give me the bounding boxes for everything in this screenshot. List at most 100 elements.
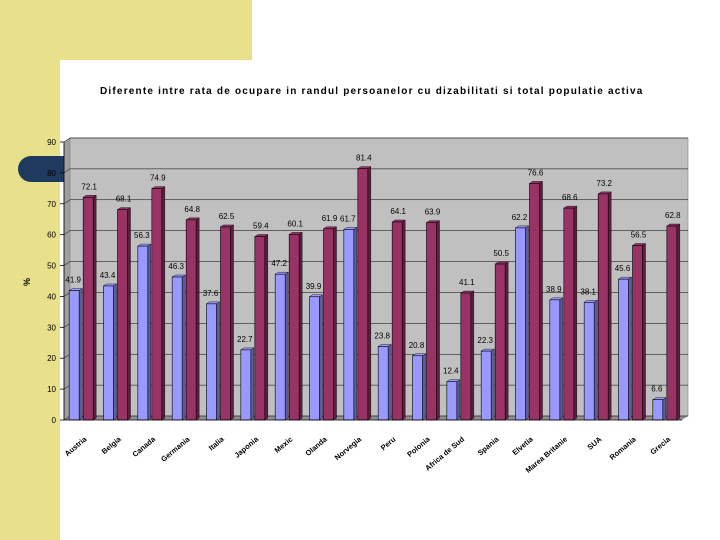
data-label: 46.3 bbox=[168, 262, 184, 271]
bar-side bbox=[401, 219, 406, 421]
bar-side bbox=[92, 194, 97, 421]
data-label: 23.8 bbox=[374, 331, 390, 340]
bar-side bbox=[593, 299, 598, 421]
bar-total bbox=[151, 188, 163, 421]
y-tick-label: 50 bbox=[47, 262, 56, 271]
data-label: 63.9 bbox=[425, 208, 441, 217]
bar-total bbox=[460, 292, 472, 421]
x-category-label: SUA bbox=[586, 434, 604, 451]
bar-disabled bbox=[206, 303, 217, 421]
x-category-label: Germania bbox=[159, 434, 192, 464]
x-category-label: Japonia bbox=[233, 434, 261, 460]
bar-total bbox=[563, 207, 575, 421]
bar-disabled bbox=[480, 350, 492, 421]
bar-total bbox=[529, 183, 540, 421]
data-label: 47.2 bbox=[271, 259, 287, 268]
bar-disabled bbox=[583, 302, 595, 421]
data-label: 38.9 bbox=[546, 285, 562, 294]
bar-side bbox=[422, 353, 426, 421]
bar-side bbox=[642, 243, 646, 421]
x-category-label: Italia bbox=[207, 434, 227, 452]
bar-disabled bbox=[618, 278, 629, 421]
data-label: 60.1 bbox=[287, 219, 303, 228]
data-label: 76.6 bbox=[528, 168, 544, 177]
bar-side bbox=[113, 283, 117, 421]
data-label: 62.2 bbox=[512, 213, 528, 222]
bar-side bbox=[573, 205, 578, 421]
bar-side bbox=[216, 301, 220, 421]
data-label: 59.4 bbox=[253, 222, 269, 231]
y-tick-label: 10 bbox=[47, 385, 56, 394]
bar-side bbox=[559, 297, 564, 421]
bar-total bbox=[632, 245, 643, 421]
bar-side bbox=[195, 217, 200, 421]
bar-side bbox=[525, 225, 529, 421]
bar-disabled bbox=[309, 296, 320, 421]
data-label: 64.8 bbox=[184, 205, 200, 214]
bar-total bbox=[185, 219, 197, 421]
data-label: 39.9 bbox=[306, 282, 322, 291]
bar-total bbox=[117, 209, 128, 421]
x-category-label: Peru bbox=[379, 434, 398, 452]
y-axis-title: % bbox=[22, 278, 32, 286]
y-tick-label: 30 bbox=[47, 323, 56, 332]
bar-total bbox=[323, 228, 334, 421]
bar-total bbox=[666, 225, 678, 421]
bar-side bbox=[387, 344, 392, 421]
data-label: 43.4 bbox=[100, 271, 116, 280]
x-category-label: Norvegia bbox=[333, 434, 364, 462]
data-label: 41.9 bbox=[65, 276, 81, 285]
gridline bbox=[63, 168, 688, 174]
bar-disabled bbox=[171, 276, 183, 421]
chart-title: Diferente intre rata de ocupare in randu… bbox=[100, 86, 644, 97]
data-label: 68.1 bbox=[116, 195, 132, 204]
y-tick-label: 80 bbox=[47, 169, 56, 178]
bar-side bbox=[436, 220, 440, 421]
bar-side bbox=[470, 290, 475, 421]
bar-disabled bbox=[343, 229, 355, 421]
data-label: 61.7 bbox=[340, 214, 356, 223]
y-tick-label: 0 bbox=[52, 416, 57, 425]
gridline bbox=[63, 261, 688, 266]
bar-disabled bbox=[446, 381, 458, 421]
data-label: 38.1 bbox=[580, 287, 596, 296]
bar-disabled bbox=[515, 227, 526, 421]
bar-side bbox=[333, 226, 337, 421]
data-label: 81.4 bbox=[356, 154, 372, 163]
y-tick-label: 20 bbox=[47, 354, 56, 363]
x-category-label: Polonia bbox=[405, 434, 432, 459]
y-tick-label: 60 bbox=[47, 231, 56, 240]
y-tick-label: 70 bbox=[47, 200, 56, 209]
bar-disabled bbox=[240, 349, 252, 421]
x-category-label: Austria bbox=[63, 434, 89, 458]
bar-side bbox=[298, 231, 303, 421]
data-label: 22.3 bbox=[477, 336, 493, 345]
data-label: 64.1 bbox=[390, 207, 406, 216]
data-label: 12.4 bbox=[443, 367, 459, 376]
bar-disabled bbox=[137, 245, 149, 421]
data-label: 56.5 bbox=[631, 230, 647, 239]
data-label: 62.8 bbox=[665, 211, 681, 220]
bar-side bbox=[127, 207, 131, 421]
decorative-tab bbox=[18, 156, 68, 182]
bar-disabled bbox=[274, 273, 286, 421]
bar-side bbox=[264, 234, 269, 421]
bar-total bbox=[597, 193, 609, 421]
data-label: 61.9 bbox=[322, 214, 338, 223]
bar-side bbox=[539, 181, 543, 421]
data-label: 62.5 bbox=[219, 212, 235, 221]
bar-side bbox=[456, 379, 461, 421]
data-label: 45.6 bbox=[615, 264, 631, 273]
data-label: 72.1 bbox=[81, 182, 97, 191]
bar-side bbox=[676, 223, 681, 421]
data-label: 41.1 bbox=[459, 278, 475, 287]
x-category-label: Elvetia bbox=[510, 434, 535, 457]
bar-total bbox=[494, 263, 506, 421]
data-label: 37.6 bbox=[203, 289, 219, 298]
bar-disabled bbox=[549, 299, 561, 421]
bar-total bbox=[254, 236, 266, 421]
data-label: 6.6 bbox=[651, 385, 663, 394]
bar-side bbox=[147, 243, 152, 421]
bar-side bbox=[230, 224, 234, 421]
